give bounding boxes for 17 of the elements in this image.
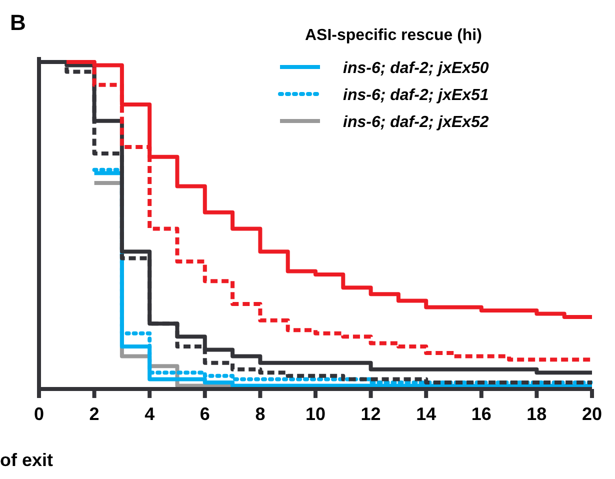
x-tick-label: 2 xyxy=(89,404,100,424)
x-tick-label: 12 xyxy=(360,404,381,424)
x-tick-label: 10 xyxy=(305,404,326,424)
x-tick-label: 18 xyxy=(526,404,547,424)
x-tick-label: 20 xyxy=(582,404,602,424)
x-tick-label: 6 xyxy=(200,404,210,424)
text: B xyxy=(10,10,26,35)
x-tick-label: 16 xyxy=(471,404,492,424)
legend-label: ins-6; daf-2; jxEx50 xyxy=(343,60,489,77)
x-tick-label: 4 xyxy=(144,404,155,424)
legend-title: ASI-specific rescue (hi) xyxy=(305,27,482,44)
legend-label: ins-6; daf-2; jxEx52 xyxy=(343,114,489,131)
legend-label: ins-6; daf-2; jxEx51 xyxy=(343,87,489,104)
x-tick-label: 0 xyxy=(34,404,44,424)
x-axis-title: of exit xyxy=(0,450,54,470)
x-tick-label: 14 xyxy=(416,404,436,424)
x-tick-label: 8 xyxy=(255,404,266,424)
